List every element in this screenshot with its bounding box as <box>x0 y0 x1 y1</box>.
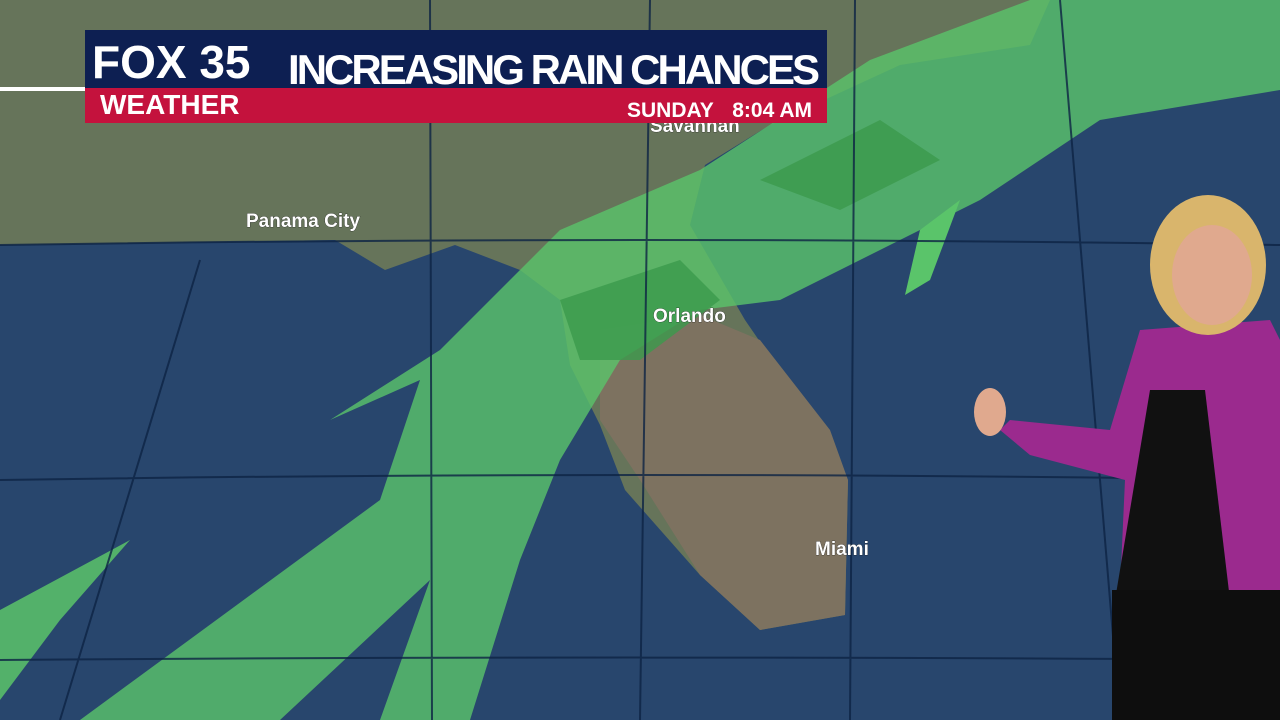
rain-band <box>80 0 1280 720</box>
city-label: Panama City <box>246 211 360 232</box>
day: SUNDAY <box>627 99 714 122</box>
city-label: Orlando <box>653 306 726 327</box>
city-label: Miami <box>815 539 869 560</box>
rain-band <box>0 540 130 700</box>
banner-top <box>85 30 827 88</box>
heavier-rain <box>560 120 940 360</box>
rain-band <box>905 200 960 295</box>
segment: WEATHER <box>100 89 239 120</box>
brand: FOX 35 <box>92 36 251 88</box>
time: 8:04 AM <box>732 99 812 122</box>
florida-peninsula <box>600 315 848 630</box>
presenter <box>974 195 1280 720</box>
headline: INCREASING RAIN CHANCES <box>288 46 820 93</box>
banner-bottom <box>85 88 827 123</box>
banner-rule <box>0 87 85 91</box>
